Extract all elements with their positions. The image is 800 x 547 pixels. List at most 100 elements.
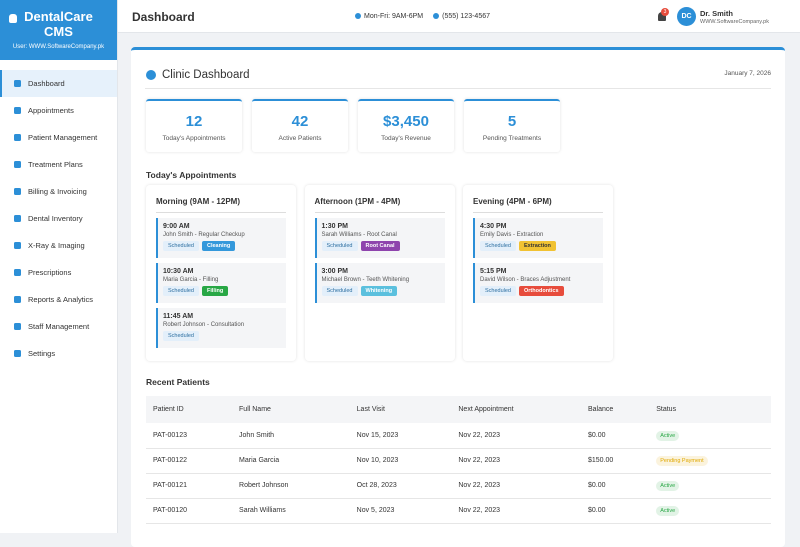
menu-label: Prescriptions [28, 268, 72, 277]
cell: PAT-00123 [146, 423, 233, 449]
appointment[interactable]: 3:00 PM Michael Brown - Teeth Whitening Sc… [314, 263, 445, 303]
section-title: Today's Appointments [146, 170, 237, 180]
appointment-tags: Scheduled Filling [163, 286, 281, 296]
status-badge: Pending Payment [656, 456, 708, 466]
hours-group: Mon-Fri: 9AM-6PM [355, 13, 423, 20]
appointment-tags: Scheduled Extraction [480, 241, 598, 251]
appointment-tags: Scheduled Whitening [321, 286, 440, 296]
menu-label: Reports & Analytics [28, 295, 94, 304]
menu-label: Dental Inventory [28, 214, 83, 223]
appointment[interactable]: 5:15 PM David Wilson - Braces Adjustment S… [473, 263, 603, 303]
appointment-desc: Robert Johnson - Consultation [163, 322, 245, 328]
appointment-desc: David Wilson - Braces Adjustment [480, 277, 571, 283]
appointment-time: 11:45 AM [163, 313, 194, 320]
cell: Nov 22, 2023 [451, 473, 581, 499]
status-badge: Scheduled [163, 331, 199, 341]
cell: $0.00 [580, 498, 650, 524]
section-title: Recent Patients [146, 377, 210, 387]
column-title: Afternoon (1PM - 4PM) [314, 197, 445, 213]
column-title: Morning (9AM - 12PM) [156, 197, 286, 213]
appointment[interactable]: 9:00 AM John Smith - Regular Checkup Sched… [156, 218, 286, 258]
menu-item[interactable]: Reports & Analytics [0, 286, 117, 313]
menu-item[interactable]: Dashboard [0, 70, 117, 97]
status-cell: Pending Payment [649, 448, 771, 474]
status-cell: Active [649, 473, 771, 499]
user-name: Dr. Smith [700, 9, 733, 18]
stat-value: $3,450 [383, 113, 429, 130]
sidebar: DentalCare CMS User: WWW.SoftwareCompany… [0, 0, 118, 533]
cell: Nov 22, 2023 [451, 448, 581, 474]
status-badge: Scheduled [480, 241, 516, 251]
appointment-time: 10:30 AM [163, 268, 194, 275]
patient-row[interactable]: PAT-00123 John Smith Nov 15, 2023 Nov 22, 2… [146, 423, 771, 449]
cell: Nov 15, 2023 [349, 423, 452, 449]
appointment-desc: John Smith - Regular Checkup [163, 232, 245, 238]
menu-item[interactable]: X-Ray & Imaging [0, 232, 117, 259]
menu-item[interactable]: Prescriptions [0, 259, 117, 286]
phone-group: (555) 123-4567 [433, 13, 490, 20]
brand-user: User: WWW.SoftwareCompany.pk [12, 44, 105, 50]
appointment-column: Evening (4PM - 6PM) 4:30 PM Emily Davis - … [463, 185, 613, 361]
appointment[interactable]: 4:30 PM Emily Davis - Extraction Scheduled… [473, 218, 603, 258]
column-header: Last Visit [349, 396, 452, 423]
appointment[interactable]: 1:30 PM Sarah Williams - Root Canal Schedu… [314, 218, 445, 258]
appointment[interactable]: 11:45 AM Robert Johnson - Consultation Sch… [156, 308, 286, 348]
menu-item[interactable]: Patient Management [0, 124, 117, 151]
phone: (555) 123-4567 [442, 13, 490, 20]
column-header: Full Name [232, 396, 350, 423]
column-header: Patient ID [146, 396, 233, 423]
treatment-tag: Orthodontics [519, 286, 564, 296]
menu-icon [14, 269, 21, 276]
patient-row[interactable]: PAT-00122 Maria Garcia Nov 10, 2023 Nov 22,… [146, 448, 771, 474]
cell: Nov 22, 2023 [451, 423, 581, 449]
appointment-tags: Scheduled Orthodontics [480, 286, 598, 296]
menu-item[interactable]: Dental Inventory [0, 205, 117, 232]
menu-item[interactable]: Staff Management [0, 313, 117, 340]
stat-label: Pending Treatments [482, 135, 542, 142]
appointment-desc: Michael Brown - Teeth Whitening [321, 277, 410, 283]
stat-label: Today's Revenue [381, 135, 431, 142]
menu-icon [14, 215, 21, 222]
patient-row[interactable]: PAT-00121 Robert Johnson Oct 28, 2023 Nov 2… [146, 473, 771, 499]
appointment-time: 1:30 PM [321, 223, 348, 230]
treatment-tag: Filling [202, 286, 229, 296]
column-header: Next Appointment [451, 396, 581, 423]
panel-title: Clinic Dashboard [162, 69, 250, 81]
menu-item[interactable]: Settings [0, 340, 117, 367]
avatar[interactable]: DC [677, 7, 696, 26]
status-cell: Active [649, 423, 771, 449]
notification-count: 3 [661, 8, 669, 16]
appointment[interactable]: 10:30 AM Maria Garcia - Filling Scheduled F… [156, 263, 286, 303]
stat-value: 5 [507, 113, 517, 130]
cell: Sarah Williams [232, 498, 350, 524]
stat-value: 42 [291, 113, 309, 130]
menu-item[interactable]: Appointments [0, 97, 117, 124]
appointment-time: 4:30 PM [480, 223, 507, 230]
cell: John Smith [232, 423, 350, 449]
stat-value: 12 [185, 113, 203, 130]
status-cell: Active [649, 498, 771, 524]
cell: Nov 22, 2023 [451, 498, 581, 524]
brand: DentalCare CMS User: WWW.SoftwareCompany… [0, 0, 117, 60]
menu-icon [14, 323, 21, 330]
cell: PAT-00120 [146, 498, 233, 524]
patient-row[interactable]: PAT-00120 Sarah Williams Nov 5, 2023 Nov 22… [146, 498, 771, 524]
status-badge: Active [656, 430, 680, 441]
menu-icon [14, 350, 21, 357]
menu-label: Billing & Invoicing [28, 187, 87, 196]
appointment-time: 9:00 AM [163, 223, 190, 230]
menu-label: Staff Management [28, 322, 90, 331]
menu-label: Dashboard [28, 79, 65, 88]
cell: Nov 10, 2023 [349, 448, 452, 474]
cell: PAT-00121 [146, 473, 233, 499]
notification-bell[interactable] [658, 12, 666, 21]
stat-label: Active Patients [278, 135, 322, 142]
status-badge: Active [656, 481, 680, 491]
treatment-tag: Cleaning [202, 241, 236, 251]
menu-item[interactable]: Treatment Plans [0, 151, 117, 178]
patients-table: Patient ID Full Name Last Visit Next Appoin… [146, 396, 771, 524]
appointment-desc: Maria Garcia - Filling [163, 277, 219, 283]
menu-item[interactable]: Billing & Invoicing [0, 178, 117, 205]
appointment-column: Morning (9AM - 12PM) 9:00 AM John Smith - … [146, 185, 296, 361]
